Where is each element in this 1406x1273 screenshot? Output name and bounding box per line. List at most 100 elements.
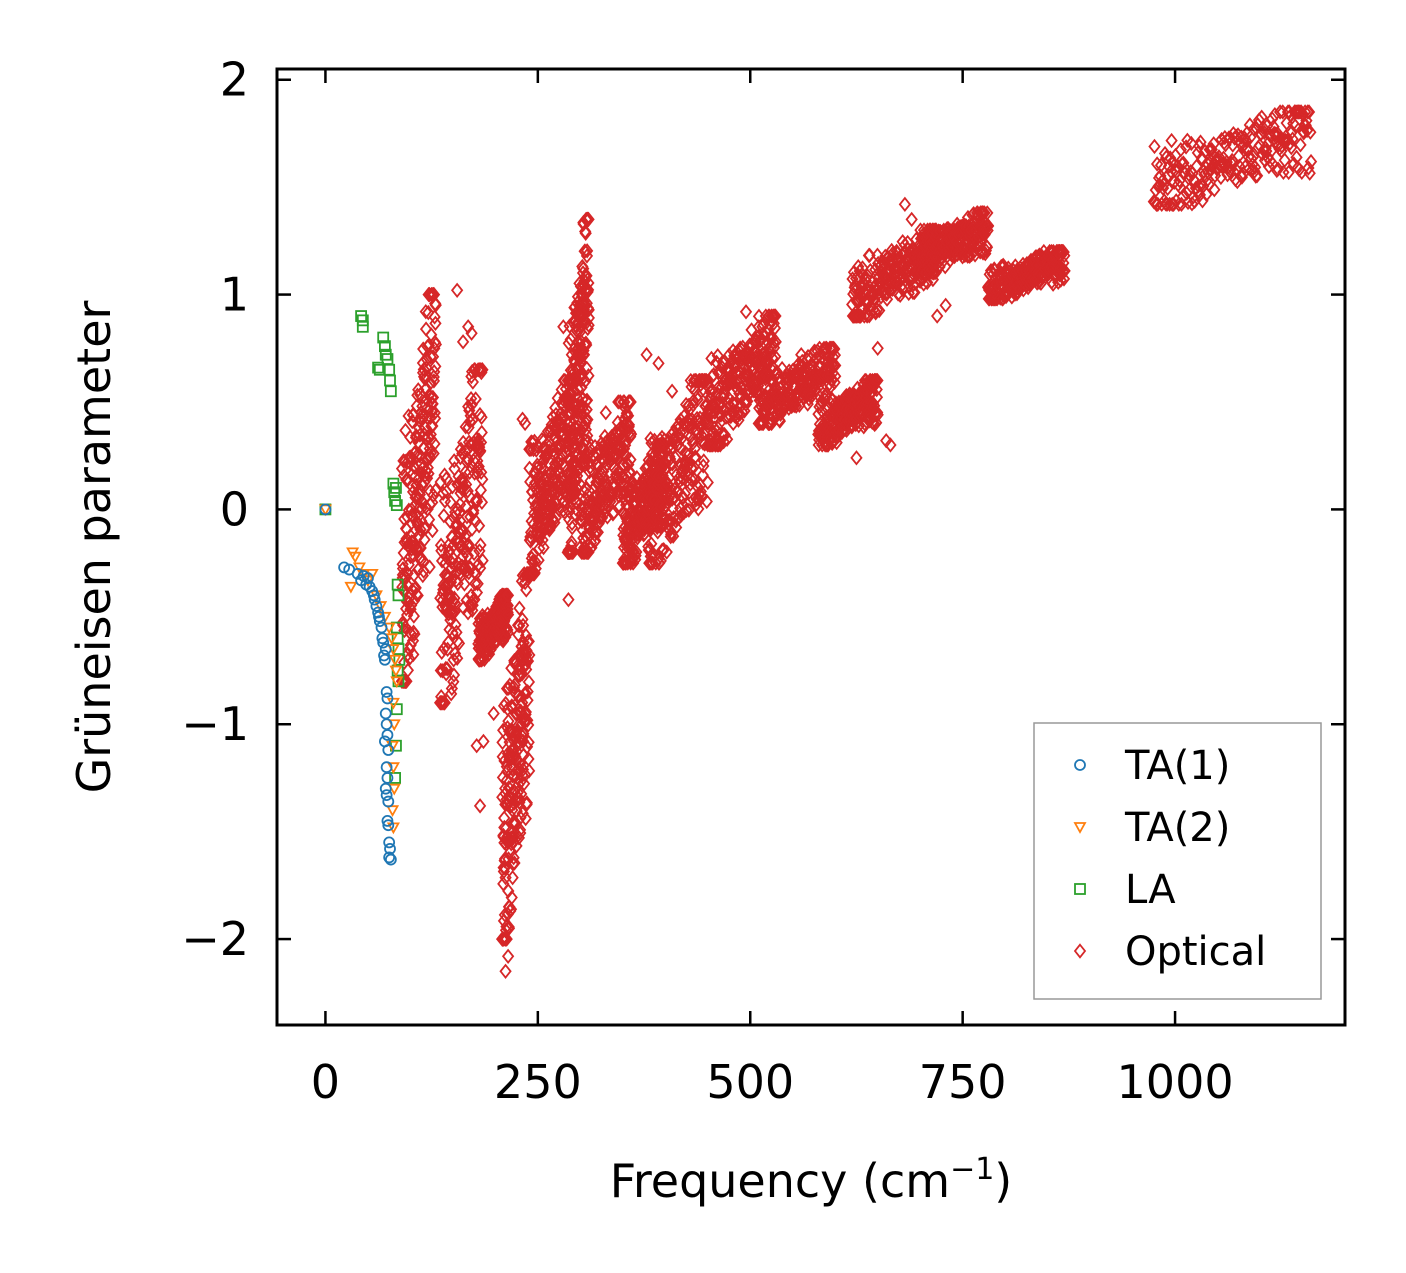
- x-tick-label: 0: [311, 1055, 340, 1109]
- optical-point: [712, 437, 725, 453]
- optical-point: [501, 604, 514, 621]
- optical-point: [847, 264, 861, 280]
- legend-label: TA(2): [1124, 805, 1230, 851]
- data-point: [381, 815, 394, 827]
- optical-point: [420, 351, 434, 368]
- legend-marker: [1073, 822, 1087, 834]
- optical-point: [1302, 104, 1316, 120]
- optical-point: [598, 469, 611, 486]
- optical-point: [1231, 173, 1244, 190]
- data-point: [380, 686, 393, 698]
- optical-point: [427, 373, 441, 389]
- optical-point: [1057, 244, 1070, 260]
- data-point: [795, 347, 808, 363]
- optical-point: [768, 320, 782, 336]
- optical-point: [624, 394, 637, 410]
- x-tick-label: 500: [706, 1055, 794, 1109]
- optical-point: [429, 482, 442, 499]
- optical-point: [526, 547, 540, 563]
- optical-point: [1198, 143, 1212, 160]
- legend-label: Optical: [1125, 929, 1266, 975]
- series-optical: [395, 104, 1318, 979]
- optical-point: [417, 361, 430, 378]
- optical-point: [704, 384, 717, 400]
- optical-point: [582, 317, 595, 333]
- optical-point: [867, 288, 880, 304]
- optical-point: [580, 401, 593, 418]
- optical-point: [829, 357, 842, 374]
- optical-point: [1278, 152, 1291, 168]
- optical-point: [582, 302, 595, 318]
- data-point: [518, 415, 532, 432]
- optical-point: [624, 426, 638, 442]
- optical-point: [1153, 177, 1166, 194]
- optical-point: [662, 491, 675, 507]
- optical-point: [674, 431, 688, 447]
- optical-point: [444, 574, 458, 590]
- optical-point: [678, 485, 692, 502]
- optical-point: [501, 606, 515, 623]
- optical-point: [579, 421, 592, 438]
- optical-point: [408, 626, 421, 642]
- optical-point: [980, 239, 994, 255]
- optical-point: [579, 412, 593, 428]
- optical-point: [1294, 137, 1307, 153]
- x-axis-label: Frequency (cm−1): [610, 1152, 1013, 1208]
- optical-point: [826, 435, 839, 452]
- data-point: [501, 948, 515, 964]
- data-point: [352, 562, 366, 575]
- data-point: [640, 347, 653, 363]
- optical-point: [864, 262, 877, 279]
- data-point: [386, 740, 400, 753]
- optical-point: [438, 467, 451, 483]
- optical-point: [580, 392, 594, 408]
- data-point: [356, 314, 369, 327]
- optical-point: [1304, 124, 1317, 140]
- optical-point: [516, 611, 529, 628]
- optical-point: [461, 537, 474, 554]
- data-point: [390, 703, 403, 716]
- optical-point: [521, 692, 534, 708]
- optical-point: [1056, 263, 1069, 279]
- optical-point: [476, 362, 489, 378]
- optical-point: [521, 683, 534, 700]
- optical-point: [1148, 138, 1161, 155]
- optical-point: [452, 524, 465, 540]
- data-point: [383, 851, 396, 864]
- optical-point: [537, 461, 551, 477]
- optical-point: [654, 553, 667, 569]
- optical-point: [436, 695, 449, 711]
- x-tick-label: 750: [919, 1055, 1007, 1109]
- data-point: [739, 304, 753, 320]
- optical-point: [475, 424, 488, 441]
- y-tick-label: 2: [220, 53, 249, 107]
- optical-point: [428, 405, 441, 421]
- optical-point: [523, 647, 536, 663]
- data-point: [465, 325, 478, 341]
- optical-point: [475, 464, 488, 480]
- optical-point: [908, 284, 921, 301]
- y-tick-label: 1: [220, 268, 249, 322]
- data-point: [620, 415, 634, 432]
- data-point: [373, 615, 386, 628]
- optical-point: [506, 869, 519, 886]
- optical-point: [591, 524, 604, 540]
- optical-point: [583, 440, 597, 457]
- optical-point: [426, 389, 440, 406]
- optical-point: [870, 381, 883, 398]
- data-point: [727, 415, 740, 432]
- optical-point: [428, 410, 442, 427]
- data-point: [377, 636, 390, 649]
- optical-point: [688, 440, 701, 457]
- optical-point: [1185, 135, 1198, 152]
- optical-point: [644, 430, 657, 447]
- data-point: [386, 805, 400, 818]
- optical-point: [517, 775, 531, 792]
- optical-point: [501, 587, 515, 604]
- optical-point: [1301, 104, 1314, 120]
- optical-point: [686, 435, 699, 451]
- data-point: [381, 729, 394, 741]
- optical-point: [1190, 158, 1203, 174]
- optical-point: [564, 331, 577, 348]
- optical-point: [407, 646, 420, 663]
